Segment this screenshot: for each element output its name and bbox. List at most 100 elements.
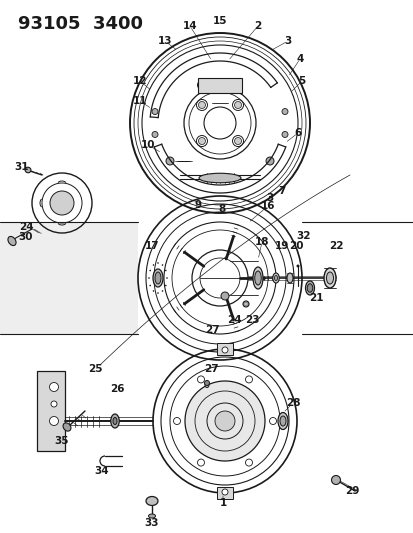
Circle shape [173, 417, 180, 424]
Circle shape [233, 80, 242, 90]
Text: 5: 5 [298, 76, 305, 86]
Circle shape [152, 290, 154, 292]
Text: 33: 33 [145, 518, 159, 528]
Ellipse shape [305, 281, 314, 295]
Text: 25: 25 [88, 364, 102, 374]
Text: 21: 21 [308, 293, 323, 303]
Circle shape [281, 132, 287, 138]
Text: 93105  3400: 93105 3400 [18, 15, 142, 33]
Bar [216, 343, 233, 355]
Ellipse shape [153, 269, 163, 287]
Ellipse shape [8, 237, 16, 246]
Ellipse shape [323, 268, 335, 288]
Ellipse shape [326, 272, 333, 284]
Text: 22: 22 [328, 241, 342, 251]
Circle shape [296, 264, 299, 268]
Bar [0, 222, 138, 334]
Text: 6: 6 [294, 128, 301, 138]
Circle shape [161, 264, 163, 266]
Circle shape [149, 285, 151, 286]
Circle shape [166, 157, 173, 165]
Circle shape [245, 459, 252, 466]
Bar [216, 487, 233, 499]
Circle shape [243, 303, 244, 304]
Text: 3: 3 [284, 36, 291, 46]
Ellipse shape [199, 173, 240, 183]
Circle shape [244, 305, 245, 306]
Ellipse shape [25, 167, 31, 173]
Ellipse shape [254, 271, 261, 285]
Text: 16: 16 [260, 201, 275, 211]
Circle shape [51, 401, 57, 407]
Text: 26: 26 [109, 384, 124, 394]
Circle shape [266, 157, 273, 165]
Circle shape [185, 381, 264, 461]
Text: 19: 19 [274, 241, 289, 251]
Text: 13: 13 [157, 36, 172, 46]
Text: 18: 18 [254, 237, 268, 247]
Circle shape [165, 285, 166, 286]
Text: 15: 15 [212, 16, 227, 26]
Text: 7: 7 [278, 186, 285, 196]
Circle shape [204, 381, 209, 385]
Text: 4: 4 [296, 54, 303, 64]
Circle shape [234, 101, 241, 109]
Ellipse shape [148, 514, 155, 518]
Circle shape [244, 302, 245, 303]
Text: 12: 12 [133, 76, 147, 86]
Ellipse shape [111, 414, 119, 428]
Ellipse shape [279, 416, 285, 426]
Text: 27: 27 [204, 325, 219, 335]
Ellipse shape [274, 276, 277, 280]
Text: 32: 32 [296, 231, 311, 241]
Circle shape [221, 489, 228, 495]
Circle shape [157, 262, 159, 264]
Circle shape [197, 376, 204, 383]
Circle shape [152, 109, 158, 115]
Text: 24: 24 [19, 222, 33, 232]
Circle shape [198, 138, 205, 144]
Circle shape [247, 303, 248, 304]
Circle shape [149, 270, 151, 271]
Text: 9: 9 [194, 200, 201, 210]
Circle shape [161, 290, 163, 292]
Ellipse shape [331, 475, 339, 484]
Circle shape [198, 101, 205, 109]
Ellipse shape [242, 301, 248, 307]
Text: 30: 30 [19, 232, 33, 242]
Text: 20: 20 [288, 241, 302, 251]
Circle shape [50, 191, 74, 215]
FancyBboxPatch shape [197, 77, 242, 93]
Circle shape [221, 347, 228, 353]
Circle shape [166, 277, 167, 279]
Text: 8: 8 [218, 204, 225, 214]
Circle shape [281, 109, 287, 115]
Text: 1: 1 [219, 498, 226, 508]
Text: 31: 31 [15, 162, 29, 172]
Circle shape [214, 411, 235, 431]
Text: 14: 14 [182, 21, 197, 31]
Circle shape [269, 417, 276, 424]
Ellipse shape [154, 272, 161, 284]
Text: 23: 23 [244, 315, 259, 325]
Circle shape [221, 292, 228, 300]
Text: 11: 11 [133, 96, 147, 106]
Text: 2: 2 [254, 21, 261, 31]
Circle shape [165, 270, 166, 271]
Text: 10: 10 [140, 140, 155, 150]
Circle shape [152, 132, 158, 138]
Circle shape [234, 138, 241, 144]
Text: 24: 24 [226, 315, 241, 325]
Text: 28: 28 [285, 398, 299, 408]
Circle shape [50, 416, 58, 425]
Ellipse shape [113, 417, 117, 424]
Ellipse shape [286, 273, 292, 283]
Circle shape [245, 376, 252, 383]
Circle shape [197, 80, 206, 90]
Text: 29: 29 [344, 486, 358, 496]
Circle shape [157, 292, 159, 294]
Ellipse shape [252, 267, 262, 289]
Ellipse shape [63, 423, 71, 431]
Circle shape [50, 383, 58, 392]
Circle shape [246, 305, 247, 306]
